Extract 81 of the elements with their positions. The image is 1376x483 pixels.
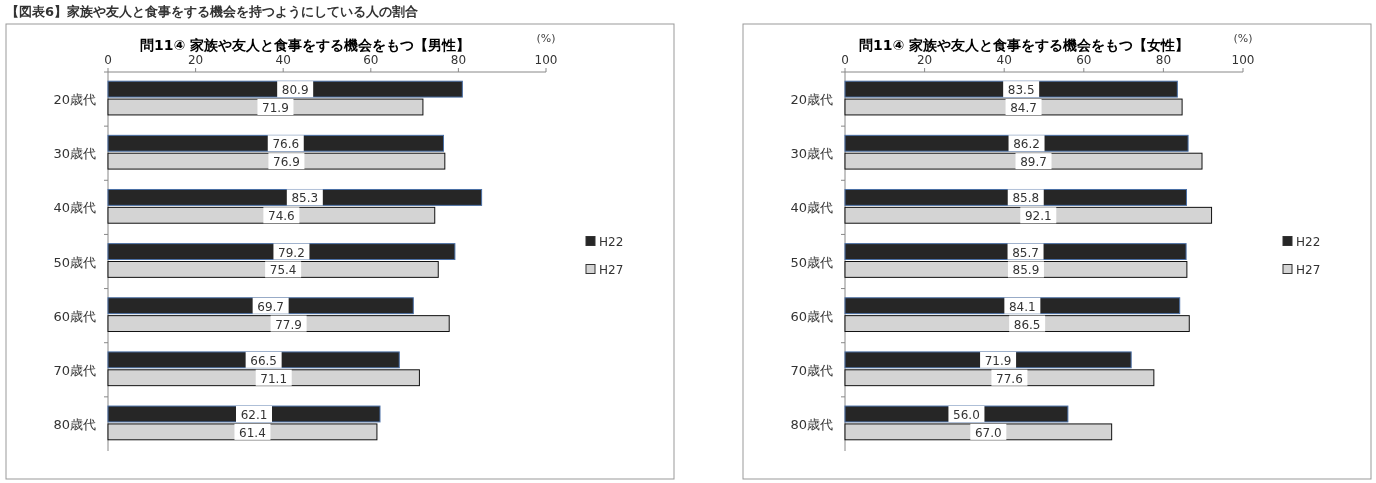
data-label: 71.1: [260, 371, 288, 386]
data-label: 85.9: [1012, 263, 1040, 278]
xlabel: (%): [1233, 32, 1253, 45]
x-tick-label: 60: [1076, 53, 1092, 67]
bar: [844, 297, 1181, 315]
data-label: 76.9: [273, 155, 300, 170]
legend-label: H22: [1296, 234, 1321, 249]
bar: [844, 98, 1183, 116]
data-label: 85.8: [1012, 191, 1040, 206]
data-label: 75.4: [269, 263, 297, 278]
data-label: 77.9: [275, 317, 302, 332]
data-label: 56.0: [953, 407, 980, 422]
bar: [107, 206, 436, 224]
data-label: 79.2: [278, 245, 305, 260]
y-tick-label: 30歳代: [53, 146, 96, 162]
y-tick-label: 60歳代: [53, 308, 96, 324]
data-label: 85.3: [291, 191, 319, 206]
x-tick-label: 0: [841, 53, 849, 67]
data-label: 71.9: [262, 101, 289, 115]
xlabel: (%): [536, 32, 556, 45]
y-tick-label: 50歳代: [53, 254, 96, 270]
bar: [107, 315, 450, 333]
annotation: 【図表6】家族や友人と食事をする機会を持つようにしている人の割合: [6, 4, 419, 19]
y-tick-label: 80歳代: [790, 416, 833, 432]
bar: [844, 80, 1178, 98]
bar: [107, 98, 424, 116]
y-tick-label: 70歳代: [53, 362, 96, 378]
data-label: 69.7: [257, 299, 284, 314]
x-tick-label: 20: [187, 53, 204, 67]
bar: [844, 261, 1188, 278]
bar: [844, 243, 1187, 260]
bar: [107, 134, 445, 152]
x-tick-label: 100: [1231, 53, 1255, 67]
bar: [844, 188, 1187, 206]
y-tick-label: 20歳代: [790, 92, 833, 108]
legend-label: H22: [599, 234, 624, 249]
x-tick-label: 40: [996, 53, 1012, 67]
data-label: 89.7: [1020, 155, 1047, 170]
y-tick-label: 20歳代: [53, 92, 96, 108]
data-label: 76.6: [272, 137, 300, 152]
data-label: 80.9: [281, 83, 309, 98]
x-tick-label: 0: [104, 53, 112, 67]
bar: [844, 152, 1203, 170]
bar: [107, 188, 483, 206]
legend-label: H27: [1296, 262, 1321, 277]
data-label: 83.5: [1007, 83, 1035, 98]
y-tick-label: 80歳代: [53, 416, 96, 432]
bar: [844, 315, 1190, 333]
y-tick-label: 40歳代: [53, 200, 96, 216]
data-label: 74.6: [268, 209, 295, 224]
data-label: 84.1: [1009, 299, 1036, 314]
legend-label: H27: [599, 262, 624, 277]
data-label: 61.4: [239, 425, 266, 440]
x-tick-label: 60: [363, 53, 379, 67]
title: 問11④ 家族や友人と食事をする機会をもつ【男性】: [140, 37, 471, 53]
bar: [844, 206, 1213, 224]
data-label: 92.1: [1024, 209, 1052, 224]
data-label: 71.9: [984, 353, 1012, 368]
x-tick-label: 80: [450, 53, 467, 67]
x-tick-label: 100: [534, 53, 558, 67]
x-tick-label: 80: [1155, 53, 1172, 67]
data-label: 84.7: [1010, 101, 1037, 115]
data-label: 77.6: [996, 371, 1023, 386]
y-tick-label: 70歳代: [790, 362, 833, 378]
data-label: 86.5: [1013, 317, 1041, 332]
bar: [107, 152, 446, 170]
data-label: 67.0: [974, 425, 1002, 440]
x-tick-label: 20: [916, 53, 933, 67]
data-label: 66.5: [250, 353, 277, 368]
data-label: 86.2: [1013, 137, 1040, 152]
bar: [107, 243, 456, 260]
x-tick-label: 40: [275, 53, 291, 67]
y-tick-label: 40歳代: [790, 200, 833, 216]
title: 問11④ 家族や友人と食事をする機会をもつ【女性】: [859, 37, 1190, 53]
y-tick-label: 30歳代: [790, 146, 833, 162]
y-tick-label: 60歳代: [790, 308, 833, 324]
bar: [107, 80, 463, 98]
bar: [107, 261, 439, 278]
data-label: 85.7: [1012, 245, 1039, 260]
bar: [844, 134, 1189, 152]
y-tick-label: 50歳代: [790, 254, 833, 270]
